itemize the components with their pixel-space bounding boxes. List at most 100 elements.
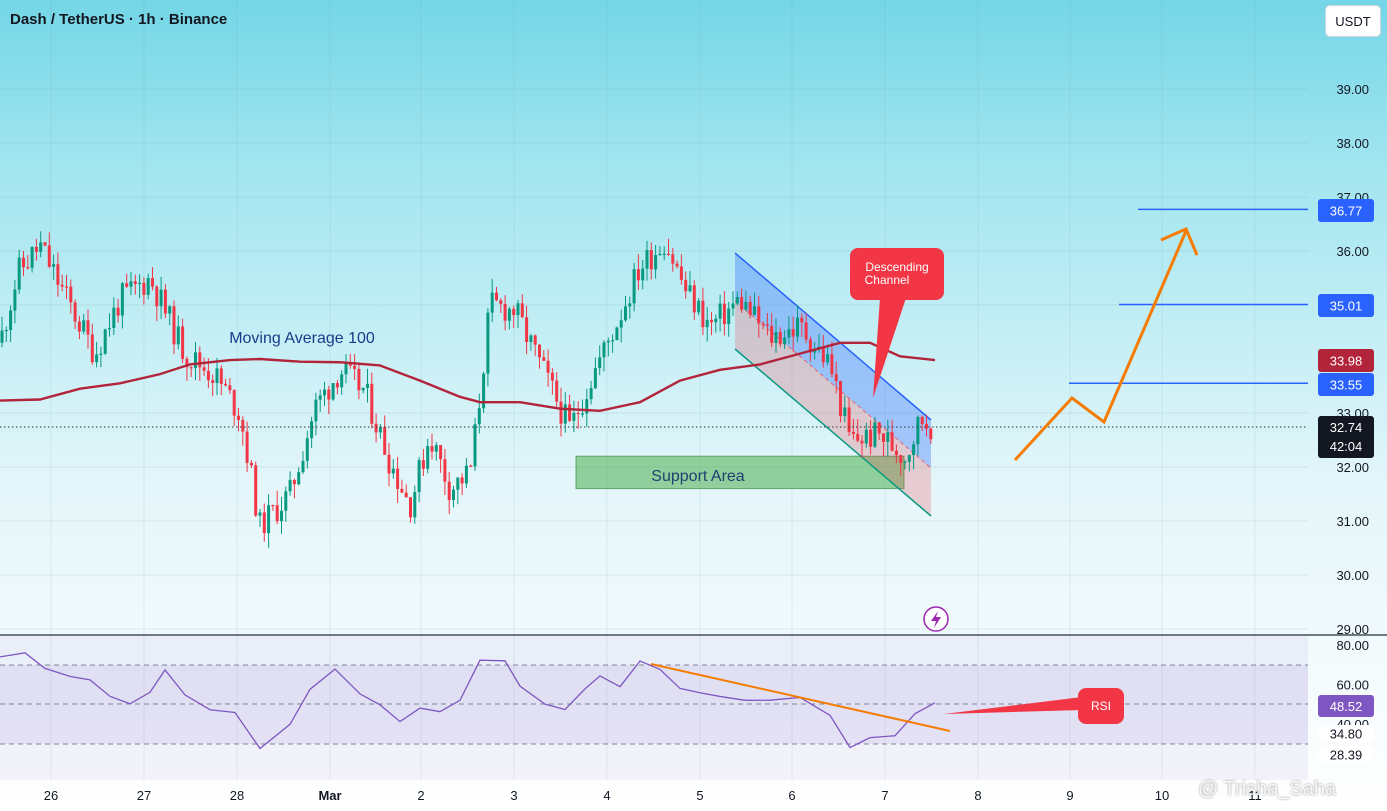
rsi-callout-box [1078,688,1124,724]
candle-body [705,319,709,328]
candle-body [202,367,206,371]
candle-body [482,373,486,409]
candle-body [47,245,51,267]
candle-body [525,317,529,342]
rsi-tick-label: 60.00 [1336,678,1369,693]
candle-body [925,423,928,429]
candle-body [30,246,34,268]
candle-body [490,292,494,313]
currency-button[interactable]: USDT [1325,5,1381,37]
candle-body [26,267,30,269]
candle-body [198,352,202,368]
candle-body [262,512,266,534]
candle-body [886,432,890,442]
candle-body [103,329,107,354]
candle-body [856,433,860,441]
candle-body [602,342,606,358]
candle-body [791,329,795,337]
candle-body [611,340,615,342]
candle-body [679,266,683,280]
candle-body [851,431,855,434]
candle-body [443,459,447,482]
candle-body [572,412,576,421]
rsi-tick-label: 80.00 [1336,638,1369,653]
candle-body [839,380,842,417]
candle-body [22,257,25,268]
rsi-value-badge [1318,695,1374,717]
candle-body [469,465,473,467]
candle-body [146,278,150,295]
time-tick-label: 11 [1248,788,1262,803]
price-tick-label: 36.00 [1336,244,1369,259]
candle-body [593,368,597,389]
candle-body [770,325,774,343]
candle-body [589,388,593,400]
candle-body [701,300,705,328]
candle-body [821,346,825,363]
time-tick-label: 10 [1155,788,1169,803]
ma-value-badge [1318,349,1374,372]
candle-body [645,249,649,269]
rsi-level-1-badge-text: 34.80 [1330,727,1363,742]
candle-body [417,460,421,493]
candle-body [219,368,223,384]
candle-body [224,383,228,386]
candle-body [155,286,159,307]
candle-body [877,422,881,434]
candle-body [740,297,744,310]
channel-callout-label-line1: Descending [865,260,928,274]
candle-body [843,407,847,417]
candle-body [310,421,314,439]
price-tick-label: 32.00 [1336,460,1369,475]
candle-body [421,460,425,469]
candle-body [0,330,4,343]
candle-body [787,329,791,338]
time-tick-label: 2 [417,788,424,803]
candle-body [280,510,283,522]
candle-body [808,339,812,353]
candle-body [533,335,537,345]
channel-lower-fill [735,301,931,516]
projection-arrowhead [1160,227,1199,256]
candle-body [632,269,636,304]
author-watermark: @ Trisha_Saha [1198,778,1337,800]
candle-body [17,257,21,290]
candle-body [671,254,675,264]
candle-body [761,323,765,325]
candle-body [90,334,94,363]
candle-body [748,301,752,315]
candle-body [447,481,451,501]
candle-body [387,454,391,474]
candle-body [529,335,533,342]
candle-body [241,419,245,432]
candle-body [185,358,189,368]
candle-body [615,327,619,341]
rsi-level-1-badge [1318,725,1374,742]
candle-body [116,307,120,316]
time-tick-label: 6 [788,788,795,803]
support-area-zone [575,455,905,490]
candle-body [735,297,739,304]
candle-body [912,444,916,456]
candle-body [473,424,477,467]
candle-body [714,318,718,323]
candle-body [830,354,834,375]
candle-body [439,445,443,460]
time-tick-label: 8 [974,788,981,803]
candle-body [434,445,438,452]
candle-body [254,465,258,516]
candle-body [636,269,640,281]
candle-body [120,283,124,316]
countdown-text: 42:04 [1330,439,1363,454]
time-tick-label: 3 [510,788,517,803]
candle-body [800,317,804,323]
candle-body [606,340,610,343]
projection-path [1013,230,1188,462]
candle-body [864,429,868,444]
candle-body [168,306,172,314]
candle-body [95,354,99,363]
candle-body [301,460,305,473]
candle-body [783,337,787,345]
candle-body [151,278,154,287]
